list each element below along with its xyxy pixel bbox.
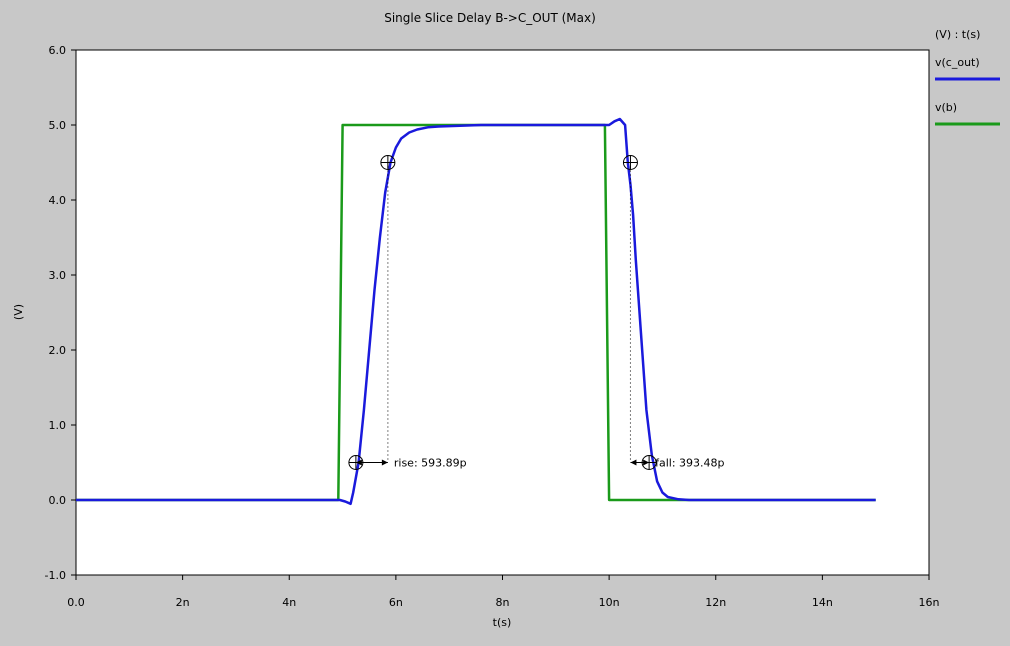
legend-header: (V) : t(s) [935, 28, 980, 41]
x-tick-label: 4n [282, 596, 296, 609]
measurement-label: rise: 593.89p [394, 457, 467, 470]
legend: (V) : t(s) v(c_out) v(b) [935, 28, 1000, 126]
x-tick-label: 10n [599, 596, 620, 609]
arrow-head [630, 459, 637, 466]
y-tick-label: 1.0 [49, 419, 67, 432]
chart-title: Single Slice Delay B->C_OUT (Max) [384, 11, 596, 25]
y-tick-label: 2.0 [49, 344, 67, 357]
y-axis-label: (V) [12, 304, 25, 320]
y-tick-label: 5.0 [49, 119, 67, 132]
measurement-label: fall: 393.48p [655, 457, 724, 470]
y-tick-label: 4.0 [49, 194, 67, 207]
y-tick-label: 3.0 [49, 269, 67, 282]
y-tick-label: -1.0 [45, 569, 66, 582]
series-layer [76, 117, 876, 506]
plot-area[interactable] [75, 49, 930, 576]
annotations-layer: rise: 593.89p fall: 393.48p [348, 155, 725, 470]
series-line-v-c-out-[interactable] [76, 117, 876, 506]
legend-entry-label: v(b) [935, 101, 957, 114]
x-tick-label: 16n [919, 596, 940, 609]
measurement-marker[interactable] [641, 455, 657, 470]
x-tick-label: 8n [496, 596, 510, 609]
x-tick-label: 6n [389, 596, 403, 609]
arrow-head [381, 459, 388, 466]
y-tick-label: 0.0 [49, 494, 67, 507]
x-tick-label: 0.0 [67, 596, 85, 609]
legend-entry-label: v(c_out) [935, 56, 980, 69]
y-tick-label: 6.0 [49, 44, 67, 57]
x-tick-label: 14n [812, 596, 833, 609]
measurement-marker[interactable] [380, 155, 396, 170]
measurement-marker[interactable] [622, 155, 638, 170]
measurement-marker[interactable] [348, 455, 364, 470]
x-tick-label: 2n [176, 596, 190, 609]
x-tick-label: 12n [705, 596, 726, 609]
axes: 0.0 2n 4n 6n 8n 10n 12n 14n 16n -1.0 0.0 1.0 2.0 3.0 4… [45, 44, 940, 609]
x-axis-label: t(s) [493, 616, 512, 629]
